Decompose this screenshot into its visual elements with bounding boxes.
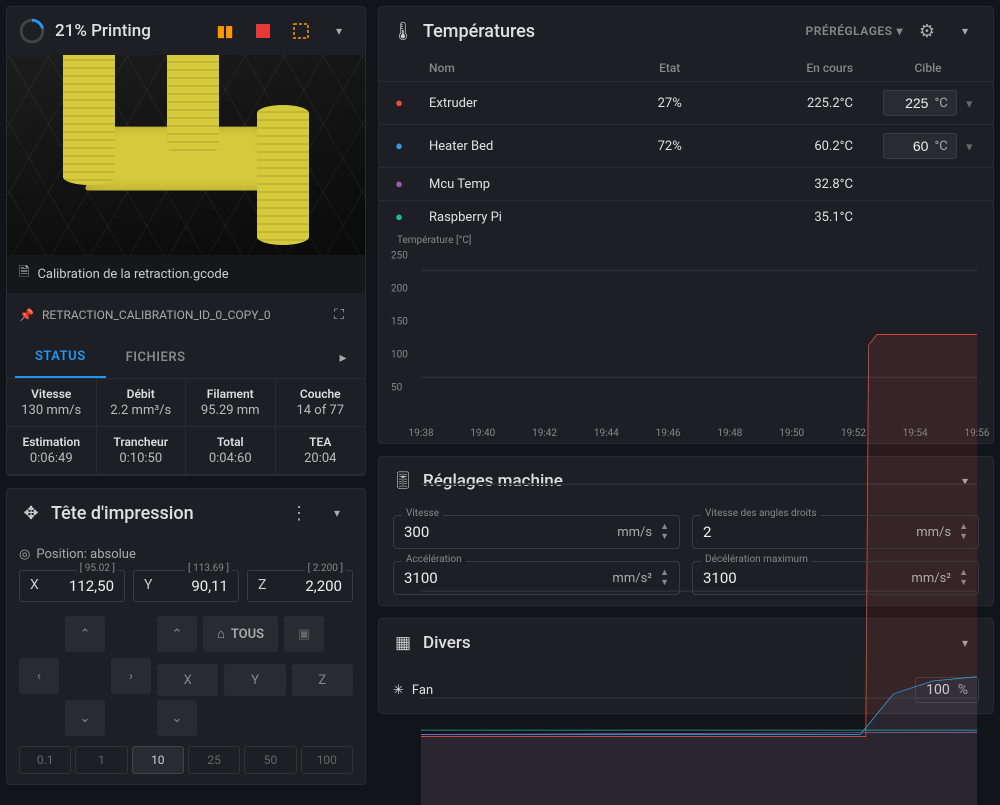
toolhead-title: Tête d'impression (51, 503, 194, 524)
dist-10[interactable]: 10 (132, 746, 184, 774)
temperature-row: ● Extruder 27% 225.2°C °C ▾ (379, 82, 993, 125)
mcu-icon: ● (389, 176, 409, 192)
toolhead-menu[interactable]: ⋮ (285, 499, 313, 527)
file-icon: 🗎 (19, 263, 29, 285)
thermometer-icon: 🌡 (393, 21, 413, 41)
jog-x-plus[interactable]: › (111, 658, 151, 694)
target-input[interactable]: °C (883, 90, 956, 116)
stats-grid: Vitesse130 mm/s Débit2.2 mm³/s Filament9… (7, 379, 365, 475)
temp-name: Heater Bed (419, 125, 622, 168)
dist-0-1[interactable]: 0.1 (19, 746, 71, 774)
file-name: Calibration de la retraction.gcode (37, 267, 228, 282)
extruder-icon: ● (389, 95, 409, 111)
jog-x-minus[interactable]: ‹ (19, 658, 59, 694)
gcode-preview (7, 55, 365, 255)
file-row: 🗎 Calibration de la retraction.gcode (7, 255, 365, 293)
home-z-button[interactable]: Z (292, 664, 353, 696)
target-icon: ◎ (19, 547, 30, 562)
target-input[interactable]: °C (883, 133, 956, 159)
dist-1[interactable]: 1 (75, 746, 127, 774)
misc-icon: ▦ (393, 633, 413, 653)
temperatures-card: 🌡 Températures PRÉRÉGLAGES ⚙ Nom Etat (378, 6, 994, 444)
presets-button[interactable]: PRÉRÉGLAGES (806, 24, 903, 38)
collapse-temps[interactable] (951, 17, 979, 45)
stat-tea: TEA20:04 (276, 427, 366, 475)
collapse-print-card[interactable] (325, 17, 353, 45)
temperature-chart: Température [°C] 5010015020025019:3819:4… (379, 233, 993, 443)
temperatures-title: Températures (423, 21, 535, 42)
temp-state: 27% (622, 82, 718, 125)
dist-25[interactable]: 25 (188, 746, 240, 774)
home-y-button[interactable]: Y (224, 664, 285, 696)
jog-z-plus[interactable]: ⌃ (157, 616, 197, 652)
gear-icon: ⚙ (919, 21, 935, 42)
dist-50[interactable]: 50 (244, 746, 296, 774)
motors-off-button[interactable]: ▣ (284, 616, 324, 652)
temp-current: 35.1°C (718, 201, 863, 234)
expand-job-icon[interactable]: ⛶ (325, 301, 353, 329)
temp-current: 32.8°C (718, 168, 863, 201)
jog-z-minus[interactable]: ⌄ (157, 700, 197, 736)
stat-couche: Couche14 of 77 (276, 379, 366, 427)
stat-filament: Filament95.29 mm (186, 379, 276, 427)
temps-settings-button[interactable]: ⚙ (913, 17, 941, 45)
tune-icon: 🎚 (393, 471, 413, 491)
stepper-buttons[interactable]: ▲▼ (959, 568, 968, 588)
machine-setting[interactable]: Décélération maximum 3100 mm/s² ▲▼ (692, 561, 979, 595)
machine-setting[interactable]: Vitesse des angles droits 2 mm/s ▲▼ (692, 515, 979, 549)
machine-setting[interactable]: Accélération 3100 mm/s² ▲▼ (393, 561, 680, 595)
stepper-buttons[interactable]: ▲▼ (660, 568, 669, 588)
stat-debit: Débit2.2 mm³/s (97, 379, 187, 427)
temperature-row: ● Heater Bed 72% 60.2°C °C ▾ (379, 125, 993, 168)
machine-setting[interactable]: Vitesse 300 mm/s ▲▼ (393, 515, 680, 549)
fan-icon: ✳ (393, 683, 404, 698)
toolhead-card: ✥ Tête d'impression ⋮ ◎ Position: absolu… (6, 488, 366, 785)
jog-y-minus[interactable]: ⌄ (65, 700, 105, 736)
temp-name: Extruder (419, 82, 622, 125)
pause-button[interactable]: ▮▮ (211, 17, 239, 45)
temperature-row: ● Raspberry Pi 35.1°C (379, 201, 993, 234)
tabs-more[interactable] (329, 344, 357, 372)
position-label: ◎ Position: absolue (19, 547, 353, 562)
temp-current: 225.2°C (718, 82, 863, 125)
temperature-row: ● Mcu Temp 32.8°C (379, 168, 993, 201)
jog-y-plus[interactable]: ⌃ (65, 616, 105, 652)
stat-trancheur: Trancheur0:10:50 (97, 427, 187, 475)
temp-name: Raspberry Pi (419, 201, 622, 234)
home-all-button[interactable]: ⌂ TOUS (203, 616, 278, 652)
tab-files[interactable]: FICHIERS (106, 338, 206, 377)
temp-state: 72% (622, 125, 718, 168)
print-status-card: 21% Printing ▮▮ 🗎 Calibrat (6, 6, 366, 476)
collapse-toolhead[interactable] (323, 499, 351, 527)
print-progress-text: 21% Printing (55, 21, 151, 41)
stepper-buttons[interactable]: ▲▼ (959, 522, 968, 542)
progress-ring-icon (19, 18, 45, 44)
stat-vitesse: Vitesse130 mm/s (7, 379, 97, 427)
temp-state (622, 168, 718, 201)
job-name: RETRACTION_CALIBRATION_ID_0_COPY_0 (42, 308, 317, 322)
rpi-icon: ● (389, 209, 409, 225)
job-row: 📌 RETRACTION_CALIBRATION_ID_0_COPY_0 ⛶ (7, 293, 365, 337)
select-button[interactable] (287, 17, 315, 45)
target-preset-chevron[interactable]: ▾ (963, 140, 973, 155)
temperatures-table: Nom Etat En cours Cible ● Extruder 27% 2… (379, 55, 993, 233)
temp-name: Mcu Temp (419, 168, 622, 201)
pin-icon: 📌 (19, 308, 34, 322)
target-preset-chevron[interactable]: ▾ (963, 97, 973, 112)
pos-y-box[interactable]: [ 113.69 ] Y 90,11 (133, 570, 239, 602)
pos-z-box[interactable]: [ 2.200 ] Z 2,200 (247, 570, 353, 602)
home-x-button[interactable]: X (157, 664, 218, 696)
temp-current: 60.2°C (718, 125, 863, 168)
home-icon: ⌂ (217, 626, 225, 642)
bed-icon: ● (389, 138, 409, 154)
stat-estimation: Estimation0:06:49 (7, 427, 97, 475)
pos-x-box[interactable]: [ 95.02 ] X 112,50 (19, 570, 125, 602)
stepper-buttons[interactable]: ▲▼ (660, 522, 669, 542)
stat-total: Total0:04:60 (186, 427, 276, 475)
move-icon: ✥ (21, 503, 41, 523)
temp-state (622, 201, 718, 234)
stop-button[interactable] (249, 17, 277, 45)
dist-100[interactable]: 100 (301, 746, 353, 774)
tab-status[interactable]: STATUS (15, 337, 106, 378)
